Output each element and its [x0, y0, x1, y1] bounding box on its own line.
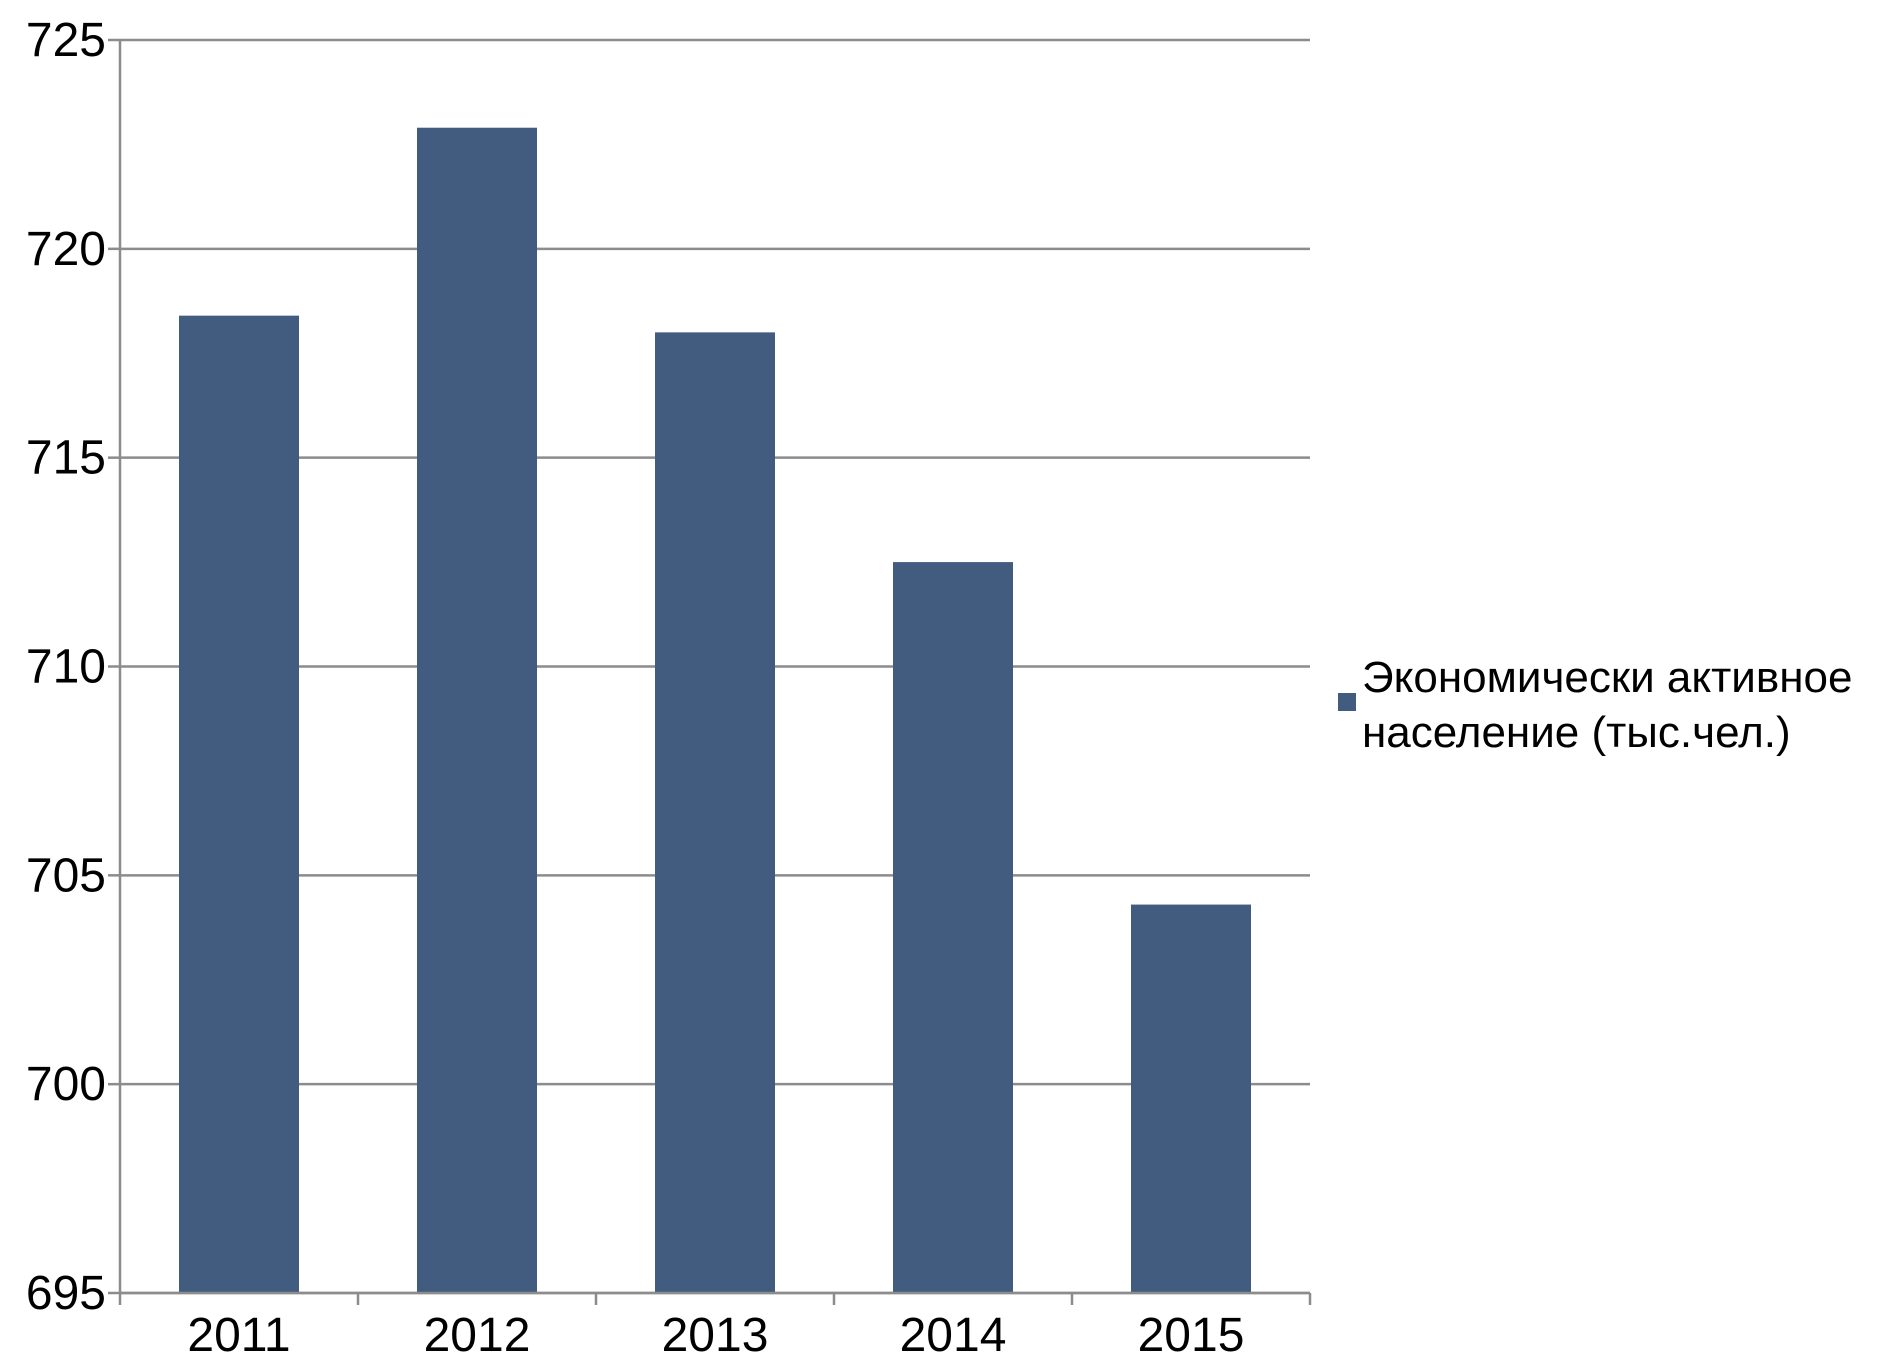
bar-2011 — [179, 315, 299, 1293]
y-tick-labels: 695 700 705 710 715 720 725 — [26, 14, 106, 1320]
x-tick-label: 2015 — [1138, 1309, 1245, 1358]
bar-2015 — [1131, 904, 1251, 1293]
y-tick-label: 705 — [26, 849, 106, 902]
axes — [108, 38, 1312, 1305]
bar-2014 — [893, 562, 1013, 1293]
legend: Экономически активное население (тыс.чел… — [1338, 653, 1852, 757]
bars — [179, 127, 1251, 1294]
x-tick-label: 2014 — [900, 1309, 1007, 1358]
y-tick-label: 720 — [26, 223, 106, 276]
legend-label-line-2: население (тыс.чел.) — [1362, 708, 1791, 757]
legend-label-line-1: Экономически активное — [1362, 653, 1852, 702]
y-tick-label: 695 — [26, 1267, 106, 1320]
y-tick-label: 710 — [26, 641, 106, 694]
x-tick-label: 2011 — [187, 1309, 290, 1358]
legend-swatch — [1338, 693, 1356, 711]
y-tick-label: 725 — [26, 14, 106, 67]
x-tick-label: 2013 — [662, 1309, 769, 1358]
bar-2012 — [417, 127, 537, 1294]
y-tick-label: 715 — [26, 432, 106, 485]
y-tick-label: 700 — [26, 1058, 106, 1111]
bar-2013 — [655, 332, 775, 1293]
x-tick-labels: 2011 2012 2013 2014 2015 — [187, 1309, 1244, 1358]
x-tick-label: 2012 — [424, 1309, 531, 1358]
